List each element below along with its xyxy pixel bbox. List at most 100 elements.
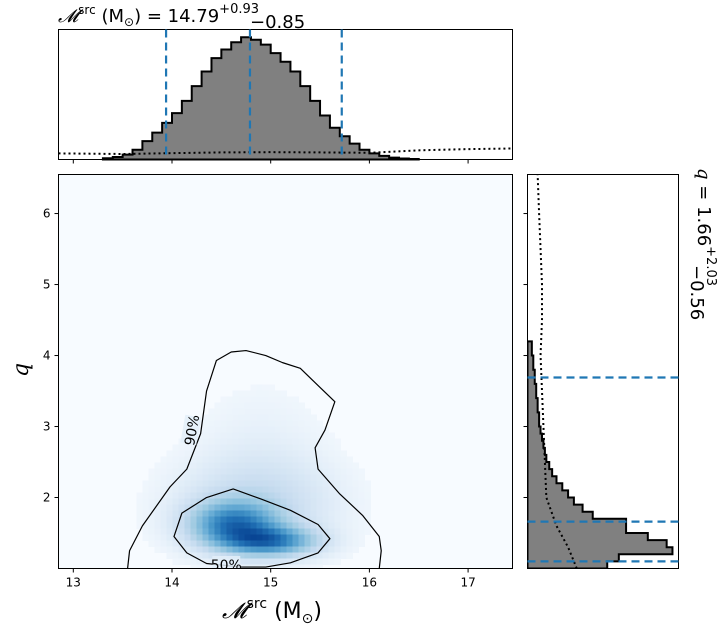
density-cell: [202, 528, 209, 535]
density-cell: [304, 462, 311, 469]
density-cell: [202, 510, 209, 517]
density-cell: [136, 510, 143, 517]
density-cell: [232, 450, 239, 457]
density-cell: [286, 564, 293, 569]
density-cell: [340, 462, 347, 469]
density-cell: [190, 552, 197, 559]
density-cell: [268, 396, 275, 403]
density-cell: [292, 420, 299, 427]
density-cell: [346, 474, 353, 481]
density-cell: [268, 384, 275, 391]
density-cell: [148, 474, 155, 481]
density-cell: [250, 384, 257, 391]
density-cell: [178, 546, 185, 553]
density-cell: [292, 558, 299, 565]
density-cell: [214, 420, 221, 427]
density-cell: [160, 516, 167, 523]
density-cell: [310, 420, 317, 427]
density-cell: [244, 522, 251, 529]
density-cell: [232, 516, 239, 523]
density-cell: [226, 540, 233, 547]
density-cell: [286, 426, 293, 433]
density-cell: [292, 564, 299, 569]
density-cell: [322, 498, 329, 505]
density-cell: [352, 492, 359, 499]
density-cell: [238, 558, 245, 565]
density-cell: [280, 564, 287, 569]
density-cell: [286, 432, 293, 439]
density-cell: [322, 432, 329, 439]
y-axis-label: q: [9, 363, 34, 377]
density-cell: [322, 504, 329, 511]
density-cell: [232, 528, 239, 535]
density-cell: [226, 480, 233, 487]
density-cell: [334, 438, 341, 445]
density-cell: [280, 444, 287, 451]
density-cell: [244, 534, 251, 541]
density-cell: [208, 546, 215, 553]
contour-label-50: 50%: [211, 558, 242, 574]
chirp-mass-title-unit: (M: [101, 6, 124, 27]
density-cell: [232, 462, 239, 469]
density-cell: [280, 528, 287, 535]
density-cell: [286, 522, 293, 529]
density-cell: [364, 492, 371, 499]
contour-label-90: 90%: [182, 414, 203, 447]
density-cell: [316, 456, 323, 463]
density-cell: [214, 540, 221, 547]
density-cell: [250, 474, 257, 481]
density-cell: [334, 558, 341, 565]
density-cell: [148, 528, 155, 535]
density-cell: [352, 528, 359, 535]
density-cell: [166, 468, 173, 475]
density-cell: [328, 444, 335, 451]
density-cell: [208, 486, 215, 493]
density-cell: [310, 522, 317, 529]
density-cell: [208, 534, 215, 541]
density-cell: [190, 456, 197, 463]
density-cell: [316, 486, 323, 493]
density-cell: [178, 468, 185, 475]
y-tick-label: 6: [43, 207, 51, 221]
density-cell: [148, 516, 155, 523]
density-cell: [256, 432, 263, 439]
density-cell: [316, 540, 323, 547]
density-cell: [352, 480, 359, 487]
density-cell: [334, 444, 341, 451]
density-cell: [244, 414, 251, 421]
density-cell: [340, 546, 347, 553]
density-cell: [238, 546, 245, 553]
density-cell: [244, 486, 251, 493]
density-cell: [262, 426, 269, 433]
density-cell: [316, 438, 323, 445]
density-cell: [298, 498, 305, 505]
density-cell: [220, 522, 227, 529]
density-cell: [190, 516, 197, 523]
density-cell: [268, 402, 275, 409]
density-cell: [280, 432, 287, 439]
density-cell: [172, 474, 179, 481]
density-cell: [178, 516, 185, 523]
density-cell: [226, 402, 233, 409]
density-cell: [280, 516, 287, 523]
density-cell: [214, 432, 221, 439]
density-cell: [304, 498, 311, 505]
density-cell: [208, 444, 215, 451]
density-cell: [232, 456, 239, 463]
density-cell: [226, 546, 233, 553]
density-cell: [178, 534, 185, 541]
density-cell: [322, 426, 329, 433]
density-cell: [184, 486, 191, 493]
density-cell: [352, 522, 359, 529]
density-cell: [250, 522, 257, 529]
density-cell: [250, 486, 257, 493]
density-cell: [316, 480, 323, 487]
density-cell: [268, 432, 275, 439]
density-cell: [202, 516, 209, 523]
density-cell: [232, 552, 239, 559]
density-cell: [226, 474, 233, 481]
density-cell: [232, 432, 239, 439]
density-cell: [160, 528, 167, 535]
density-cell: [178, 486, 185, 493]
density-cell: [346, 510, 353, 517]
